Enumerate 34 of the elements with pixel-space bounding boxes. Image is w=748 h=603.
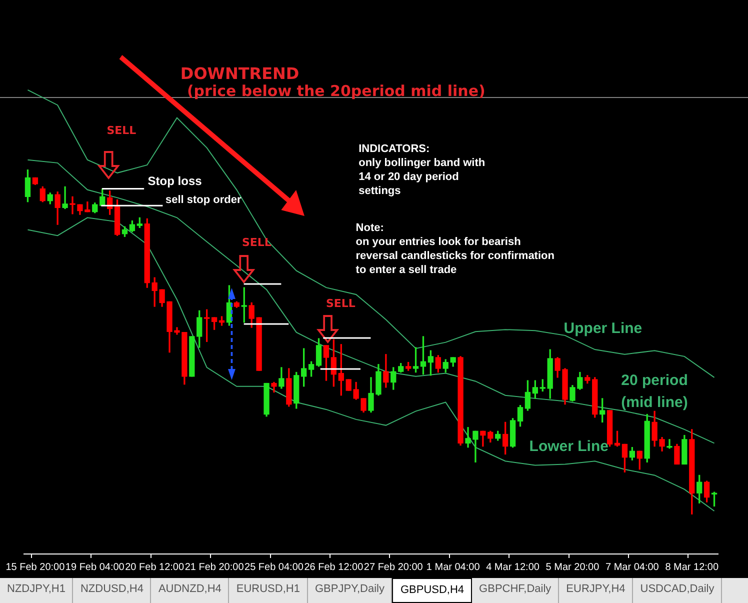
x-tick-label: 26 Feb 12:00: [304, 562, 364, 573]
text: EURUSD,H1: [229, 578, 308, 603]
x-tick-label: 8 Mar 12:00: [665, 562, 719, 573]
annotation: INDICATORS: only bollinger band with 14 or 20 day period settings: [358, 142, 486, 198]
text: GBPUSD,H4: [392, 578, 472, 603]
ref-line-label: Stop loss: [148, 174, 202, 188]
x-tick-label: 19 Feb 04:00: [65, 562, 125, 573]
text: GBPJPY,Daily: [308, 578, 392, 603]
series-label: 20 period (mid line): [620, 371, 689, 413]
x-tick-label: 25 Feb 04:00: [244, 562, 304, 573]
x-tick-label: 20 Feb 12:00: [125, 562, 184, 573]
x-tick-label: 1 Mar 04:00: [426, 562, 480, 573]
x-tick-label: 5 Mar 20:00: [546, 562, 600, 573]
x-tick-label: 27 Feb 20:00: [364, 562, 424, 573]
x-tick-label: 15 Feb 20:00: [6, 562, 66, 573]
x-tick-label: 7 Mar 04:00: [605, 562, 660, 573]
x-tick-label: 21 Feb 20:00: [184, 562, 244, 573]
annotation: Note: on your entries look for bearish reversal candlesticks for confirmation to enter a sell trade: [356, 221, 554, 277]
annotation: SELL: [326, 297, 356, 310]
text: EURJPY,H4: [559, 578, 634, 603]
chart-title: DOWNTREND: [180, 64, 300, 83]
ref-line-label: sell stop order: [166, 194, 242, 206]
text: GBPCHF,Daily: [472, 578, 560, 603]
text: USDCAD,Daily: [633, 578, 722, 603]
text: NZDUSD,H4: [73, 578, 152, 603]
text: NZDJPY,H1: [0, 578, 74, 603]
series-label: Upper Line: [564, 320, 642, 337]
candlestick: [666, 439, 672, 449]
candlestick: [62, 186, 68, 210]
text: SELL: [106, 124, 136, 137]
text: AUDNZD,H4: [151, 578, 230, 603]
chart-subtitle: (price below the 20period mid line): [186, 82, 486, 100]
x-tick-label: 4 Mar 12:00: [486, 562, 540, 573]
series-label: Lower Line: [529, 438, 608, 455]
